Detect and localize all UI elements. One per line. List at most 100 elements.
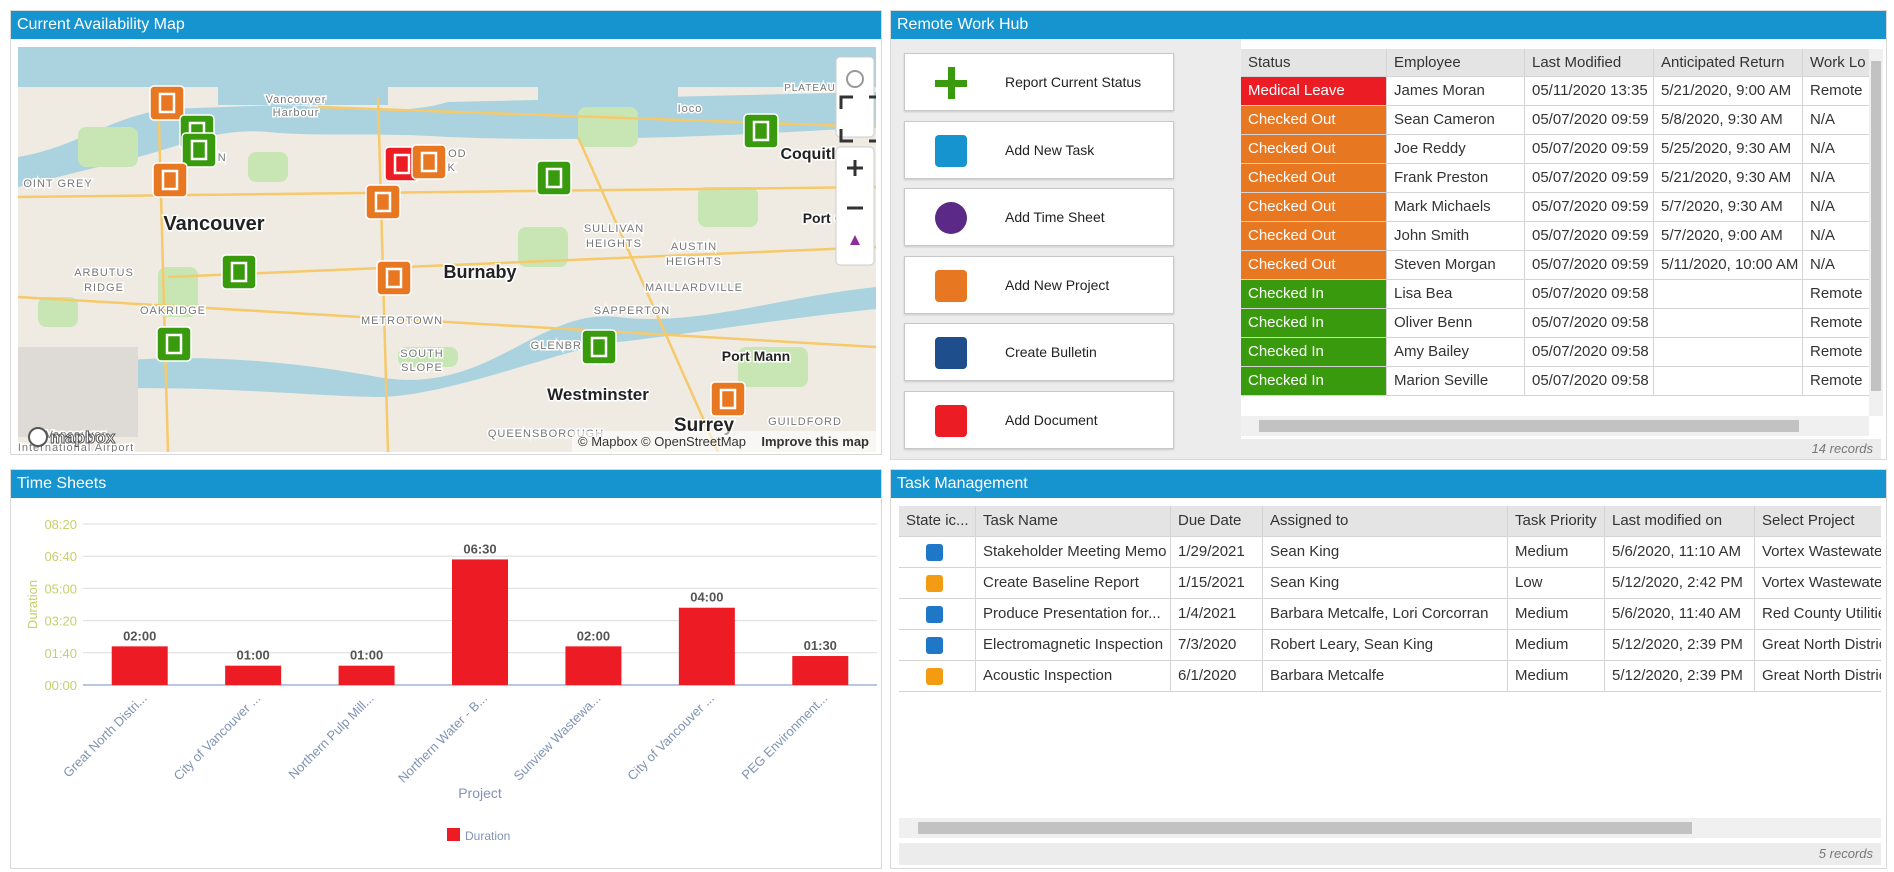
map-label: International Airport [18, 442, 134, 452]
pin-glyph [545, 167, 563, 189]
park [248, 152, 288, 182]
y-tick-label: 06:40 [44, 549, 77, 564]
action-button[interactable]: Add New Project [904, 255, 1174, 314]
map-label: GUILDFORD [768, 416, 842, 428]
button-label: Create Bulletin [1005, 344, 1097, 361]
panel-header: Time Sheets [11, 470, 881, 498]
park [398, 347, 458, 367]
y-axis-title: Duration [25, 580, 40, 629]
v-scroll-thumb[interactable] [1871, 61, 1881, 391]
action-button[interactable]: Add Document [904, 391, 1174, 449]
map-label: SOUTH [400, 348, 444, 360]
park [578, 107, 638, 147]
grid-cell: James Moran [1387, 77, 1525, 106]
grid-cell: Marion Seville [1387, 367, 1525, 396]
map-pin [411, 144, 447, 180]
map-label: Vancouver [46, 429, 107, 441]
grid-cell: N/A [1803, 251, 1869, 280]
status-cell: Checked Out [1241, 222, 1387, 251]
mapbox-logo-icon [28, 427, 48, 447]
icon-bar [935, 80, 967, 87]
grid-cell: Sean King [1263, 568, 1508, 599]
bar [792, 656, 849, 685]
value-label: 06:30 [463, 541, 496, 556]
map-pin [149, 85, 185, 121]
grid-cell: 05/07/2020 09:59 [1525, 106, 1654, 135]
grid-cell: 05/07/2020 09:59 [1525, 135, 1654, 164]
timesheet-panel: Time Sheets 00:00 01:40 03:20 05:00 06:40 08:… [10, 469, 882, 869]
map-pin [710, 381, 746, 417]
action-button[interactable]: Add Time Sheet [904, 188, 1174, 247]
button-label: Report Current Status [1005, 74, 1142, 90]
grid-cell: 5/21/2020, 9:30 AM [1654, 164, 1803, 193]
pin-glyph [590, 336, 608, 358]
map-label: MAILLARDVILLE [645, 282, 743, 294]
legend-label[interactable]: Duration [465, 829, 510, 843]
road [317, 105, 876, 129]
grid-cell: 5/7/2020, 9:00 AM [1654, 222, 1803, 251]
column-header: Task Priority [1508, 506, 1605, 537]
grid-cell: Produce Presentation for... [976, 599, 1171, 630]
value-label: 01:30 [804, 638, 837, 653]
grid-cell [1654, 280, 1803, 309]
column-header: Due Date [1171, 506, 1263, 537]
grid-cell: Vortex Wastewate [1755, 537, 1881, 568]
column-header: Status [1241, 49, 1387, 77]
grid-cell: Remote [1803, 338, 1869, 367]
map-label: OINT GREY [23, 178, 92, 190]
zoom-in[interactable] [847, 160, 863, 176]
water [18, 47, 876, 87]
grid-cell: Stakeholder Meeting Memo [976, 537, 1171, 568]
grid-cell: 5/11/2020, 10:00 AM [1654, 251, 1803, 280]
bar [565, 646, 622, 685]
map-label: Vancouver [163, 213, 264, 235]
park [698, 187, 758, 227]
map-zoom [835, 146, 875, 266]
map-label: OAKRIDGE [140, 305, 206, 317]
water [218, 47, 388, 105]
grid-cell: N/A [1803, 164, 1869, 193]
pin-glyph [374, 191, 392, 213]
river [18, 287, 876, 397]
grid-cell: Remote [1803, 77, 1869, 106]
grid-cell: Acoustic Inspection [976, 661, 1171, 692]
map-pin [581, 329, 617, 365]
state-icon [926, 575, 943, 592]
status-grid: Status Employee Last Modified Anticipated R… [1241, 39, 1886, 459]
grid-cell: Vortex Wastewate [1755, 568, 1881, 599]
legend-swatch[interactable] [447, 828, 460, 841]
grid-cell: 5/6/2020, 11:10 AM [1605, 537, 1755, 568]
action-button[interactable]: Add New Task [904, 120, 1174, 179]
column-header: Anticipated Return [1654, 49, 1803, 77]
grid-cell: 1/4/2021 [1171, 599, 1263, 630]
map-pin [536, 160, 572, 196]
grid-cell: Barbara Metcalfe, Lori Corcorran [1263, 599, 1508, 630]
geolocate-button[interactable] [846, 70, 864, 88]
grid-footer: 5 records [899, 843, 1881, 865]
h-scroll-thumb[interactable] [918, 822, 1692, 834]
map-label: SULLIVAN [584, 223, 644, 235]
h-scroll-thumb[interactable] [1259, 420, 1799, 432]
grid-cell: Medium [1508, 537, 1605, 568]
grid-cell: Electromagnetic Inspection [976, 630, 1171, 661]
action-button[interactable]: Create Bulletin [904, 323, 1174, 382]
park [738, 347, 808, 387]
grid-cell: Great North Distric [1755, 630, 1881, 661]
inlet [18, 92, 876, 187]
grid-cell: 5/8/2020, 9:30 AM [1654, 106, 1803, 135]
chart: 00:00 01:40 03:20 05:00 06:40 08:20 Duration Gr… [25, 517, 877, 843]
button-label: Add New Task [1005, 141, 1095, 158]
action-button[interactable]: Report Current Status [904, 53, 1174, 111]
column-header: Employee [1387, 49, 1525, 77]
grid-cell: 5/25/2020, 9:30 AM [1654, 135, 1803, 164]
fullscreen-button[interactable] [839, 95, 876, 143]
grid-cell: Remote [1803, 309, 1869, 338]
grid-cell: Barbara Metcalfe [1263, 661, 1508, 692]
grid-cell [1654, 338, 1803, 367]
improve-link[interactable]: Improve this map [761, 434, 869, 449]
compass[interactable] [850, 235, 860, 245]
pin-glyph [420, 151, 438, 173]
map-label: ARBUTUS [74, 267, 134, 279]
grid-cell: 7/3/2020 [1171, 630, 1263, 661]
